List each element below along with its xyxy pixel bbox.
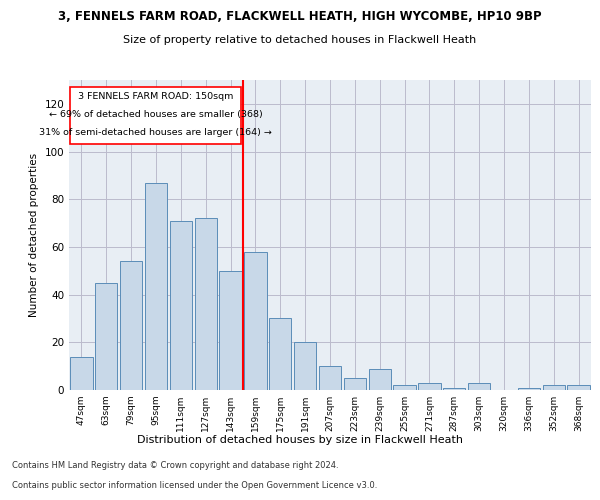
Bar xyxy=(95,282,118,390)
Bar xyxy=(70,356,92,390)
FancyBboxPatch shape xyxy=(70,87,241,144)
Text: Contains public sector information licensed under the Open Government Licence v3: Contains public sector information licen… xyxy=(12,481,377,490)
Bar xyxy=(468,383,490,390)
Text: Contains HM Land Registry data © Crown copyright and database right 2024.: Contains HM Land Registry data © Crown c… xyxy=(12,461,338,470)
Bar xyxy=(368,368,391,390)
Bar xyxy=(194,218,217,390)
Bar xyxy=(568,385,590,390)
Text: 3, FENNELS FARM ROAD, FLACKWELL HEATH, HIGH WYCOMBE, HP10 9BP: 3, FENNELS FARM ROAD, FLACKWELL HEATH, H… xyxy=(58,10,542,23)
Bar xyxy=(294,342,316,390)
Bar xyxy=(443,388,466,390)
Bar xyxy=(319,366,341,390)
Text: 31% of semi-detached houses are larger (164) →: 31% of semi-detached houses are larger (… xyxy=(39,128,272,136)
Text: ← 69% of detached houses are smaller (368): ← 69% of detached houses are smaller (36… xyxy=(49,110,262,119)
Bar xyxy=(418,383,440,390)
Bar xyxy=(145,182,167,390)
Bar xyxy=(120,261,142,390)
Bar xyxy=(220,271,242,390)
Bar xyxy=(518,388,540,390)
Text: Distribution of detached houses by size in Flackwell Heath: Distribution of detached houses by size … xyxy=(137,435,463,445)
Text: Size of property relative to detached houses in Flackwell Heath: Size of property relative to detached ho… xyxy=(124,35,476,45)
Bar xyxy=(170,220,192,390)
Y-axis label: Number of detached properties: Number of detached properties xyxy=(29,153,39,317)
Bar xyxy=(269,318,292,390)
Text: 3 FENNELS FARM ROAD: 150sqm: 3 FENNELS FARM ROAD: 150sqm xyxy=(77,92,233,101)
Bar xyxy=(542,385,565,390)
Bar xyxy=(344,378,366,390)
Bar xyxy=(394,385,416,390)
Bar xyxy=(244,252,266,390)
